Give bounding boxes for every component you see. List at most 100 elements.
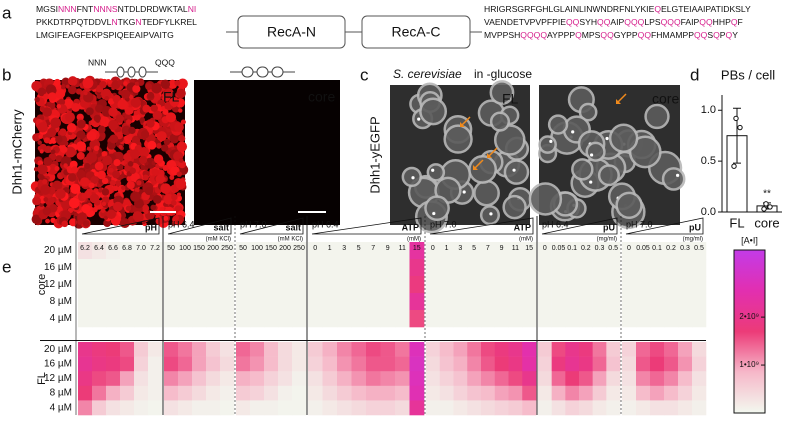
- droplet: [136, 180, 142, 186]
- heatmap-cell: [467, 259, 482, 277]
- heatmap-cell: [278, 342, 293, 357]
- droplet: [142, 174, 149, 181]
- heatmap-cell: [508, 293, 523, 311]
- heatmap-cell: [650, 242, 665, 260]
- droplet: [45, 218, 50, 224]
- heatmap-cell: [579, 385, 593, 401]
- droplet: [169, 175, 175, 180]
- droplet: [60, 155, 72, 167]
- droplet: [68, 173, 77, 182]
- heatmap-cell: [192, 342, 207, 357]
- sequence-segment: HHP: [713, 17, 731, 27]
- heatmap-cell: [380, 259, 396, 277]
- row-label: 4 µM: [50, 402, 72, 413]
- droplet: [54, 165, 60, 172]
- heatmap-cell: [178, 356, 193, 372]
- heatmap-cell: [551, 342, 566, 357]
- heatmap-cell: [494, 242, 509, 260]
- heatmap-cell: [206, 342, 221, 357]
- droplet: [71, 166, 79, 174]
- droplet: [77, 219, 84, 225]
- heatmap-cell: [592, 276, 607, 294]
- droplet: [50, 149, 56, 155]
- cell: [547, 114, 569, 135]
- heatmap-cell: [565, 356, 580, 372]
- column-label: 9: [500, 245, 504, 252]
- condition-label: pH 7.0: [240, 219, 267, 229]
- variable-label: pU: [689, 222, 701, 232]
- heatmap-cell: [178, 385, 193, 401]
- heatmap-cell: [409, 400, 425, 416]
- sequence-segment: VAENDETVPVPFPIE: [484, 17, 566, 27]
- heatmap-cell: [236, 400, 251, 416]
- heatmap-cell: [592, 400, 607, 416]
- heatmap-cell: [538, 259, 552, 277]
- droplet: [176, 88, 186, 99]
- droplet: [42, 178, 48, 185]
- heatmap-cell: [395, 276, 410, 294]
- domain-box: [237, 15, 346, 49]
- heatmap-cell: [206, 356, 221, 372]
- schematic-domain: [138, 66, 147, 78]
- heatmap-cell: [380, 385, 396, 401]
- heatmap-cell: [106, 356, 121, 372]
- droplet: [108, 119, 119, 131]
- heatmap-cell: [467, 310, 482, 328]
- column-label: 5: [472, 245, 476, 252]
- cell: [489, 80, 515, 105]
- droplet: [128, 126, 136, 135]
- droplet: [106, 209, 116, 220]
- heatmap-cell: [395, 310, 410, 328]
- sequence-segment: QQ: [566, 17, 580, 27]
- schematic-domain: [241, 66, 254, 78]
- droplet: [104, 96, 110, 101]
- droplet: [142, 104, 151, 113]
- heatmap-cell: [494, 342, 509, 357]
- domain-box: [361, 15, 471, 49]
- sequence-segment: NTDLDRDWKTAL: [118, 4, 188, 14]
- heatmap-cell: [453, 276, 468, 294]
- y-axis-label: Dhh1-yEGFP: [367, 116, 382, 193]
- heatmap-cell: [220, 242, 235, 260]
- heatmap-cell: [250, 385, 265, 401]
- heatmap-cell: [92, 276, 107, 294]
- column-label: 150: [193, 245, 205, 252]
- heatmap-cell: [308, 400, 323, 416]
- heatmap-cell: [308, 356, 323, 372]
- heatmap-cell: [206, 371, 221, 387]
- droplet: [151, 82, 162, 94]
- droplet: [59, 128, 67, 136]
- heatmap-cell: [278, 276, 293, 294]
- heatmap-cell: [380, 342, 396, 357]
- heatmap-cell: [250, 242, 265, 260]
- heatmap-cell: [678, 342, 693, 357]
- sequence-segment: QQQ: [661, 17, 681, 27]
- heatmap-cell: [278, 356, 293, 372]
- heatmap-cell: [678, 400, 693, 416]
- heatmap-cell: [337, 259, 352, 277]
- heatmap-cell: [322, 276, 338, 294]
- heatmap-cell: [292, 356, 307, 372]
- heatmap-cell: [551, 356, 566, 372]
- heatmap-cell: [220, 310, 235, 328]
- heatmap-cell: [264, 293, 279, 311]
- heatmap-cell: [308, 385, 323, 401]
- heatmap-cell: [236, 342, 251, 357]
- heatmap-cell: [351, 385, 367, 401]
- droplet: [82, 220, 90, 227]
- heatmap-cell: [366, 356, 381, 372]
- sequence-segment: N: [135, 17, 141, 27]
- droplet: [108, 167, 114, 173]
- heatmap-cell: [148, 276, 163, 294]
- heatmap-cell: [579, 356, 593, 372]
- p-body: [676, 173, 680, 177]
- droplet: [147, 140, 157, 150]
- heatmap-cell: [439, 385, 454, 401]
- droplet: [132, 211, 143, 221]
- column-label: 0.1: [567, 245, 577, 252]
- droplet: [101, 150, 108, 157]
- heatmap-cell: [78, 342, 93, 357]
- heatmap-cell: [692, 310, 707, 328]
- heatmap-cell: [426, 356, 441, 372]
- heatmap-cell: [192, 356, 207, 372]
